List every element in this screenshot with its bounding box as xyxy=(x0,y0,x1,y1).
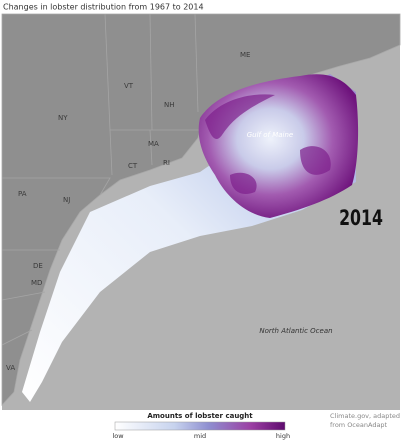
legend-label: low xyxy=(112,432,124,440)
land xyxy=(1,13,401,407)
state-borders xyxy=(1,13,200,346)
state-label: CT xyxy=(128,162,138,170)
legend-label: mid xyxy=(194,432,206,440)
state-label: NH xyxy=(164,101,175,109)
title: Changes in lobster distribution from 196… xyxy=(3,3,204,12)
year-label: 2014 xyxy=(339,207,383,231)
state-label: VT xyxy=(124,82,134,90)
credit: Climate.gov, adapted xyxy=(330,412,400,420)
state-label: MA xyxy=(148,140,159,148)
region-label: Gulf of Maine xyxy=(247,131,293,139)
legend-label: high xyxy=(276,432,290,440)
legend-title: Amounts of lobster caught xyxy=(147,412,253,420)
ocean-label: North Atlantic Ocean xyxy=(259,327,332,335)
state-label: NY xyxy=(58,114,68,122)
legend-color-bar xyxy=(114,421,286,431)
credit: from OceanAdapt xyxy=(330,421,388,429)
state-label: DE xyxy=(33,262,43,270)
state-label: RI xyxy=(163,159,170,167)
state-label: ME xyxy=(240,51,250,59)
state-label: PA xyxy=(18,190,27,198)
state-label: VA xyxy=(6,364,15,372)
state-label: NJ xyxy=(63,196,70,204)
state-label: MD xyxy=(31,279,42,287)
